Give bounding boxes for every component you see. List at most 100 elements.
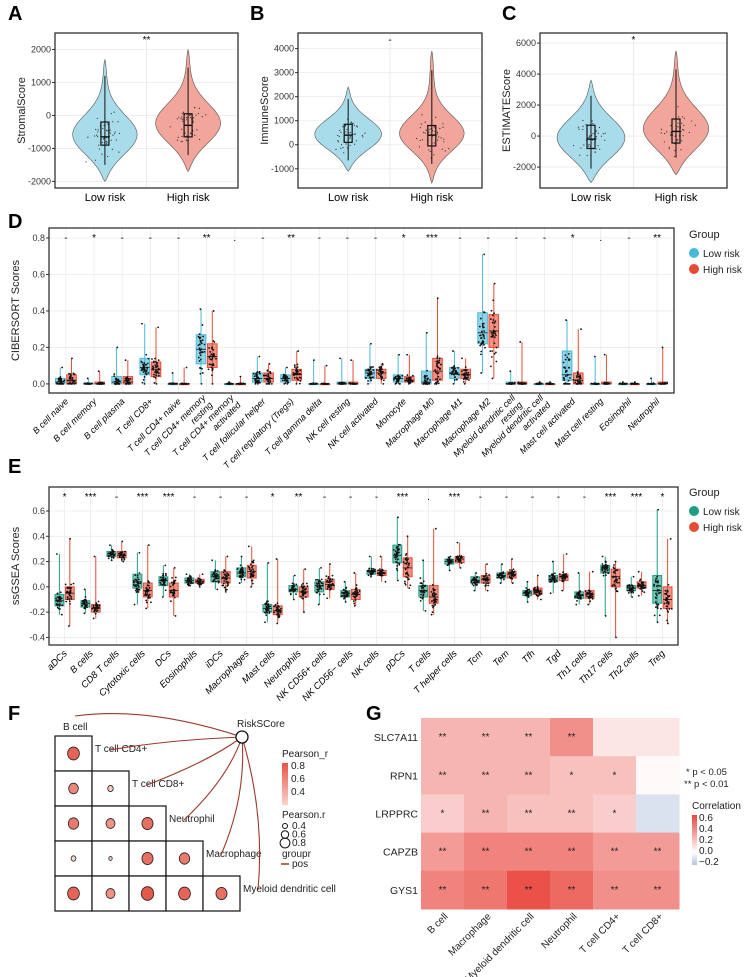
data-point xyxy=(181,141,183,143)
data-point xyxy=(493,336,496,339)
data-point xyxy=(691,120,693,122)
data-point xyxy=(430,600,433,603)
data-point xyxy=(182,118,184,120)
data-point xyxy=(222,582,225,585)
data-point xyxy=(111,549,114,552)
data-point xyxy=(525,587,528,589)
legend-tick: 0.2 xyxy=(699,835,713,846)
data-point xyxy=(120,552,123,555)
legend-entry: pos xyxy=(292,859,308,870)
data-point xyxy=(367,574,370,577)
data-point xyxy=(480,372,483,374)
data-point xyxy=(171,372,174,374)
data-point xyxy=(160,583,163,586)
data-point xyxy=(283,375,285,378)
data-point xyxy=(490,356,493,358)
data-point xyxy=(564,371,567,373)
corr-circle xyxy=(107,785,114,792)
significance-label: - xyxy=(583,492,586,503)
data-point xyxy=(111,148,113,150)
data-point xyxy=(680,130,682,133)
data-point xyxy=(107,130,109,132)
data-point xyxy=(69,603,71,605)
data-point xyxy=(422,559,424,562)
data-point xyxy=(465,371,468,374)
data-point xyxy=(181,128,183,130)
data-point xyxy=(614,572,616,574)
legend-p2: ** p < 0.01 xyxy=(684,779,729,790)
data-point xyxy=(577,126,580,128)
column-label: B cell xyxy=(426,911,451,936)
data-point xyxy=(432,606,434,609)
data-point xyxy=(447,556,450,559)
data-point xyxy=(105,129,108,131)
data-point xyxy=(151,358,153,360)
data-point xyxy=(659,591,662,594)
data-point xyxy=(258,370,261,373)
data-point xyxy=(56,600,59,603)
data-point xyxy=(511,582,514,584)
data-point xyxy=(512,568,515,571)
data-point xyxy=(342,588,345,591)
data-point xyxy=(582,119,584,122)
data-point xyxy=(577,597,580,600)
data-point xyxy=(124,379,126,382)
corr-circle xyxy=(178,886,191,901)
significance-label: *** xyxy=(426,233,438,244)
data-point xyxy=(406,576,409,579)
column-label: Myeloid dendritic cell xyxy=(463,911,536,977)
row-label: LRPPRC xyxy=(375,809,418,821)
data-point xyxy=(98,144,100,146)
data-point xyxy=(588,589,591,592)
data-point xyxy=(306,585,309,587)
data-point xyxy=(637,594,640,597)
data-point xyxy=(327,575,330,578)
data-point xyxy=(381,574,384,577)
data-point xyxy=(226,585,229,587)
data-point xyxy=(395,380,398,383)
data-point xyxy=(688,131,690,134)
data-point xyxy=(382,382,385,385)
data-point xyxy=(589,600,592,603)
data-point xyxy=(331,574,334,577)
data-point xyxy=(424,609,427,612)
data-point xyxy=(453,379,456,381)
data-point xyxy=(343,381,346,384)
data-point xyxy=(627,589,629,592)
significance-label: * xyxy=(271,492,275,503)
data-point xyxy=(266,382,269,385)
data-point xyxy=(381,569,384,571)
data-point xyxy=(434,382,436,385)
data-point xyxy=(380,367,383,370)
data-point xyxy=(563,577,566,580)
data-point xyxy=(98,148,101,150)
data-point xyxy=(147,544,150,547)
panel-label-c: C xyxy=(502,3,516,25)
data-point xyxy=(369,377,372,380)
corr-circle xyxy=(68,782,79,795)
data-point xyxy=(379,370,381,372)
significance-label: ** xyxy=(653,233,661,244)
corr-circle xyxy=(141,817,154,830)
data-point xyxy=(486,589,489,592)
corr-circle xyxy=(67,746,80,761)
significance-label: ** xyxy=(482,770,490,781)
data-point xyxy=(325,580,328,583)
data-point xyxy=(694,124,696,126)
data-point xyxy=(567,352,570,355)
data-point xyxy=(455,378,458,381)
data-point xyxy=(199,578,202,581)
data-point xyxy=(94,612,97,615)
legend-tick: 0.6 xyxy=(292,830,306,841)
legend-colorbar xyxy=(282,763,288,805)
data-point xyxy=(511,570,514,573)
data-point xyxy=(186,117,188,119)
data-point xyxy=(352,133,354,136)
data-point xyxy=(579,374,581,377)
data-point xyxy=(409,376,412,379)
significance-label: ** xyxy=(143,35,151,46)
data-point xyxy=(459,560,462,563)
data-point xyxy=(84,603,87,606)
data-point xyxy=(574,381,577,384)
significance-label: - xyxy=(388,35,391,46)
